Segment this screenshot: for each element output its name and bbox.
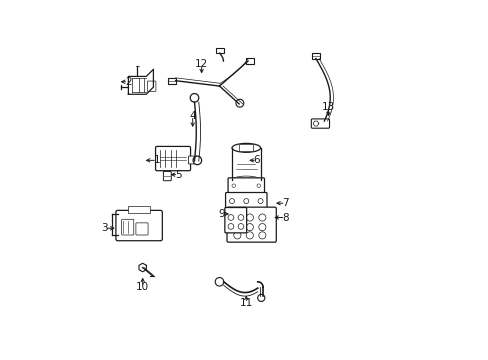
Circle shape [258, 214, 265, 221]
Text: 13: 13 [321, 102, 334, 112]
Text: 10: 10 [136, 282, 149, 292]
Text: 9: 9 [218, 209, 224, 219]
Circle shape [233, 224, 241, 231]
Circle shape [258, 232, 265, 239]
Text: 12: 12 [195, 59, 208, 69]
Circle shape [238, 224, 244, 229]
Text: 4: 4 [189, 111, 196, 121]
Circle shape [246, 232, 253, 239]
Circle shape [257, 184, 260, 188]
Text: 7: 7 [282, 198, 288, 208]
FancyBboxPatch shape [163, 171, 171, 181]
FancyBboxPatch shape [224, 207, 246, 233]
Circle shape [244, 199, 248, 203]
FancyBboxPatch shape [136, 223, 148, 235]
Circle shape [233, 232, 241, 239]
Text: 3: 3 [101, 223, 107, 233]
Ellipse shape [231, 143, 260, 152]
Bar [246, 58, 254, 64]
FancyBboxPatch shape [116, 210, 162, 241]
Text: 2: 2 [125, 77, 131, 87]
Bar [167, 78, 175, 84]
Text: 1: 1 [153, 156, 160, 165]
Circle shape [238, 215, 244, 220]
FancyBboxPatch shape [188, 156, 196, 164]
Circle shape [258, 224, 265, 231]
Circle shape [246, 214, 253, 221]
Circle shape [227, 215, 233, 220]
Circle shape [215, 278, 224, 286]
Text: 8: 8 [282, 212, 288, 222]
Circle shape [257, 294, 264, 301]
FancyBboxPatch shape [122, 219, 134, 235]
FancyBboxPatch shape [227, 178, 264, 194]
FancyBboxPatch shape [226, 207, 276, 242]
Circle shape [246, 224, 253, 231]
Circle shape [233, 214, 241, 221]
Text: 11: 11 [239, 298, 252, 308]
Circle shape [235, 99, 244, 107]
Text: 6: 6 [253, 156, 260, 165]
Circle shape [193, 156, 201, 165]
FancyBboxPatch shape [147, 81, 156, 91]
Circle shape [229, 199, 234, 203]
Circle shape [231, 184, 235, 188]
Circle shape [258, 199, 263, 203]
Bar [128, 206, 149, 213]
Text: 5: 5 [175, 170, 182, 180]
Bar [216, 48, 224, 53]
Bar [312, 53, 320, 59]
Ellipse shape [231, 176, 260, 184]
FancyBboxPatch shape [239, 144, 253, 151]
FancyBboxPatch shape [311, 119, 329, 128]
Circle shape [190, 94, 198, 102]
FancyBboxPatch shape [155, 147, 190, 171]
Circle shape [227, 224, 233, 229]
FancyBboxPatch shape [225, 193, 266, 210]
